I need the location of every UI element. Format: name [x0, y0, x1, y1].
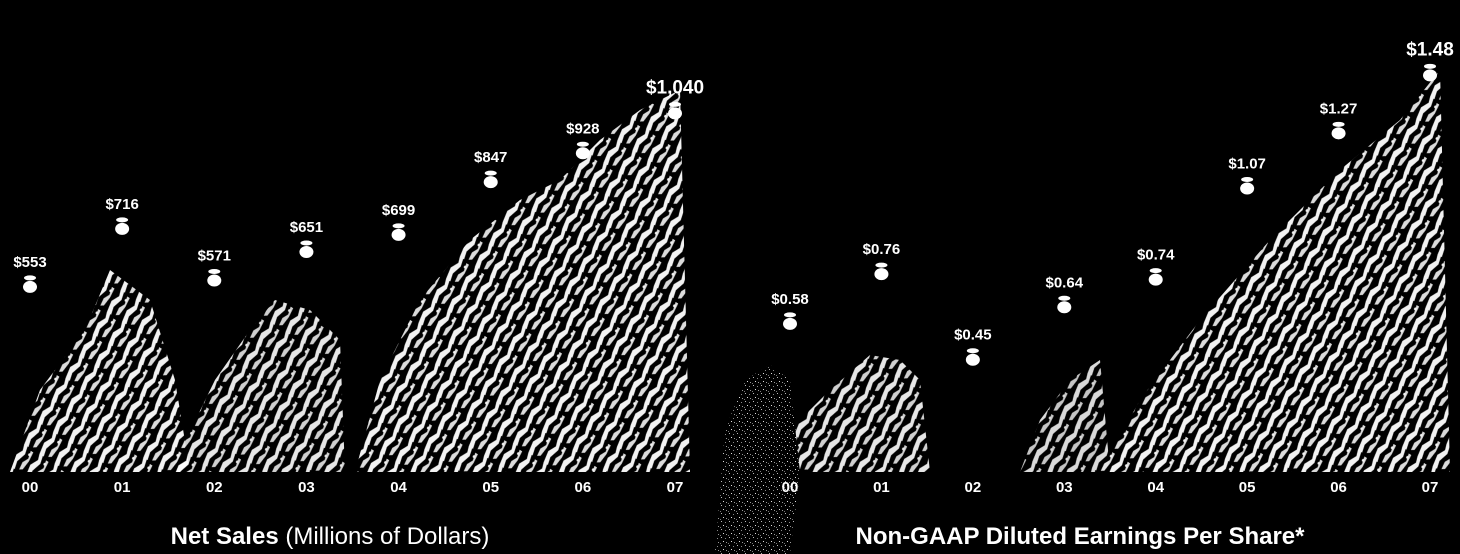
x-tick-label: 01 — [114, 479, 131, 496]
data-value-label: $0.45 — [954, 327, 992, 344]
x-tick-label: 00 — [22, 479, 39, 496]
data-point-marker — [1331, 127, 1346, 140]
data-value-label: $1.27 — [1320, 100, 1358, 117]
data-point-marker — [874, 268, 889, 281]
x-tick-label: 02 — [965, 479, 982, 496]
data-value-label: $553 — [13, 254, 46, 271]
data-value-label: $651 — [290, 219, 323, 236]
data-point-marker-cap — [784, 312, 796, 318]
data-point-marker-cap — [669, 101, 681, 107]
data-value-label: $0.58 — [771, 291, 809, 308]
x-tick-label: 06 — [575, 479, 592, 496]
data-value-label: $0.64 — [1046, 274, 1084, 291]
data-point-marker — [1240, 182, 1255, 195]
data-point-marker — [783, 317, 797, 330]
data-point-marker — [668, 107, 682, 120]
x-tick-label: 02 — [206, 479, 223, 496]
data-point-marker — [965, 353, 980, 366]
x-tick-label: 06 — [1330, 479, 1347, 496]
data-point-marker-cap — [1332, 121, 1345, 127]
data-point-marker-cap — [1241, 177, 1254, 183]
x-tick-label: 05 — [1239, 479, 1256, 496]
data-point-marker-cap — [966, 348, 979, 354]
data-value-label: $928 — [566, 120, 599, 137]
x-tick-label: 07 — [1422, 479, 1439, 496]
data-point-marker-cap — [208, 269, 221, 275]
data-point-marker — [207, 274, 222, 287]
x-tick-label: 07 — [667, 479, 684, 496]
net-sales-subtitle: (Millions of Dollars) — [285, 523, 490, 550]
data-value-label: $0.76 — [863, 241, 901, 258]
data-point-marker — [1423, 69, 1437, 82]
data-point-marker — [575, 147, 590, 160]
data-point-marker-cap — [116, 217, 129, 223]
x-tick-label: 03 — [298, 479, 315, 496]
x-tick-label: 04 — [390, 479, 407, 496]
data-point-marker — [1057, 301, 1072, 314]
data-point-marker-cap — [24, 275, 36, 281]
data-point-marker-cap — [875, 262, 888, 268]
x-tick-label: 04 — [1147, 479, 1164, 496]
data-value-label: $1,040 — [646, 77, 704, 98]
data-point-marker — [1148, 273, 1163, 286]
x-tick-label: 03 — [1056, 479, 1073, 496]
data-point-marker-cap — [300, 240, 313, 246]
data-value-label: $0.74 — [1137, 247, 1175, 264]
data-point-marker-cap — [576, 141, 589, 147]
eps-caption: Non-GAAP Diluted Earnings Per Share* — [845, 523, 1315, 551]
data-point-marker-cap — [1149, 268, 1162, 274]
mountain-texture — [10, 70, 1450, 554]
data-value-label: $1.07 — [1228, 156, 1266, 173]
data-point-marker-cap — [484, 170, 497, 176]
x-tick-label: 05 — [482, 479, 499, 496]
data-point-marker-cap — [1058, 295, 1071, 301]
eps-title: Non-GAAP Diluted Earnings Per Share* — [855, 523, 1305, 550]
data-point-marker — [115, 222, 130, 235]
data-value-label: $1.48 — [1406, 39, 1454, 60]
data-value-label: $571 — [198, 248, 231, 265]
data-point-marker — [483, 176, 498, 189]
data-value-label: $699 — [382, 202, 415, 219]
net-sales-title: Net Sales — [170, 523, 279, 550]
data-point-marker — [23, 280, 37, 293]
data-point-marker-cap — [392, 223, 405, 229]
data-value-label: $716 — [105, 196, 138, 213]
x-tick-label: 00 — [782, 479, 799, 496]
data-point-marker-cap — [1424, 63, 1436, 69]
data-value-label: $847 — [474, 149, 507, 166]
net-sales-caption: Net Sales (Millions of Dollars) — [120, 523, 540, 551]
data-point-marker — [299, 246, 314, 259]
x-tick-label: 01 — [873, 479, 890, 496]
data-point-marker — [391, 228, 406, 241]
